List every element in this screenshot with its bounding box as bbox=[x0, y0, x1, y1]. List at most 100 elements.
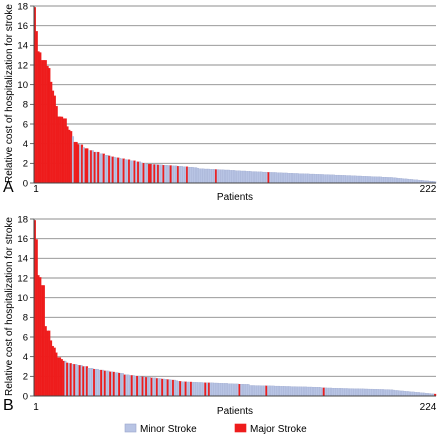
minor-stroke-bar bbox=[379, 176, 382, 184]
minor-stroke-bar bbox=[410, 179, 413, 184]
minor-stroke-bar bbox=[403, 178, 406, 184]
minor-stroke-bar bbox=[159, 378, 162, 397]
minor-stroke-bar bbox=[243, 170, 247, 184]
major-stroke-bar bbox=[50, 340, 53, 397]
minor-stroke-bar bbox=[309, 173, 312, 184]
minor-stroke-bar bbox=[296, 173, 299, 184]
minor-stroke-bar bbox=[67, 363, 71, 397]
major-stroke-bar bbox=[100, 369, 103, 397]
minor-stroke-bar bbox=[281, 386, 284, 397]
y-tick-label: 18 bbox=[17, 1, 28, 12]
minor-stroke-bar bbox=[182, 166, 185, 184]
major-stroke-bar bbox=[44, 60, 47, 184]
minor-stroke-bar bbox=[202, 168, 205, 184]
minor-stroke-bar bbox=[251, 171, 254, 184]
major-stroke-bar bbox=[265, 385, 268, 397]
minor-stroke-bar bbox=[209, 169, 212, 184]
minor-stroke-bar bbox=[281, 172, 285, 184]
minor-stroke-bar bbox=[392, 389, 395, 397]
minor-stroke-bar bbox=[84, 366, 87, 397]
minor-stroke-bar bbox=[245, 384, 248, 397]
minor-stroke-bar bbox=[377, 176, 381, 184]
minor-stroke-bar bbox=[338, 388, 342, 397]
x-start-label: 1 bbox=[33, 184, 39, 195]
minor-stroke-bar bbox=[390, 177, 393, 184]
minor-stroke-bar bbox=[139, 376, 142, 397]
major-stroke-bar bbox=[172, 379, 175, 397]
y-tick-label: 6 bbox=[23, 119, 28, 130]
minor-stroke-bar bbox=[224, 169, 227, 184]
minor-stroke-bar bbox=[211, 169, 214, 184]
minor-stroke-bar bbox=[233, 383, 236, 397]
minor-stroke-bar bbox=[303, 173, 306, 184]
minor-stroke-bar bbox=[405, 391, 408, 397]
major-stroke-bar bbox=[133, 160, 136, 184]
minor-stroke-bar bbox=[405, 178, 408, 184]
minor-stroke-bar bbox=[132, 375, 135, 397]
minor-stroke-bar bbox=[300, 173, 303, 184]
major-stroke-bar bbox=[137, 161, 140, 184]
y-tick-label: 18 bbox=[17, 214, 28, 225]
y-tick-label: 8 bbox=[23, 313, 28, 324]
minor-stroke-bar bbox=[129, 160, 132, 184]
x-axis-label: Patients bbox=[217, 192, 253, 203]
chart-panel-b: 0 2 4 6 8 10 12 14 16 18 1 224 Patients Relative cost… bbox=[3, 214, 437, 417]
minor-stroke-bar bbox=[403, 390, 406, 397]
legend-swatch-major bbox=[234, 423, 247, 433]
minor-stroke-bar bbox=[321, 387, 324, 397]
minor-stroke-bar bbox=[178, 166, 181, 184]
minor-stroke-bar bbox=[120, 158, 123, 184]
minor-stroke-bar bbox=[227, 169, 230, 184]
major-stroke-bar bbox=[73, 364, 76, 397]
major-stroke-bar bbox=[86, 148, 89, 184]
panel-letter: B bbox=[3, 397, 14, 414]
minor-stroke-bar bbox=[213, 169, 216, 184]
major-stroke-bar bbox=[61, 116, 64, 184]
minor-stroke-bar bbox=[213, 382, 216, 397]
minor-stroke-bar bbox=[318, 174, 321, 184]
minor-stroke-bar bbox=[252, 385, 255, 397]
minor-stroke-bar bbox=[202, 382, 205, 397]
minor-stroke-bar bbox=[341, 175, 344, 184]
major-stroke-bar bbox=[93, 151, 96, 184]
major-stroke-bar bbox=[59, 357, 62, 397]
major-stroke-bar bbox=[142, 163, 145, 184]
major-stroke-bar bbox=[108, 155, 111, 184]
minor-stroke-bar bbox=[367, 176, 370, 184]
major-stroke-bar bbox=[207, 382, 211, 397]
minor-stroke-bar bbox=[252, 171, 256, 184]
minor-stroke-bar bbox=[360, 388, 363, 397]
minor-stroke-bar bbox=[144, 163, 147, 184]
y-tick-label: 16 bbox=[17, 234, 28, 245]
minor-stroke-bar bbox=[368, 176, 371, 184]
minor-stroke-bar bbox=[342, 388, 345, 397]
x-end-label: 222 bbox=[420, 184, 437, 195]
major-stroke-bar bbox=[204, 382, 207, 397]
minor-stroke-bar bbox=[272, 385, 275, 397]
minor-stroke-bar bbox=[279, 386, 282, 397]
minor-stroke-bar bbox=[354, 175, 357, 184]
minor-stroke-bar bbox=[271, 172, 274, 184]
minor-stroke-bar bbox=[114, 372, 117, 397]
minor-stroke-bar bbox=[278, 172, 281, 184]
minor-stroke-bar bbox=[335, 387, 338, 397]
major-stroke-bar bbox=[35, 239, 38, 397]
minor-stroke-bar bbox=[359, 175, 362, 184]
minor-stroke-bar bbox=[261, 385, 264, 397]
minor-stroke-bar bbox=[240, 170, 243, 184]
minor-stroke-bar bbox=[236, 170, 239, 184]
minor-stroke-bar bbox=[396, 177, 399, 184]
minor-stroke-bar bbox=[260, 171, 263, 184]
minor-stroke-bar bbox=[272, 172, 276, 184]
minor-stroke-bar bbox=[349, 388, 352, 397]
minor-stroke-bar bbox=[124, 159, 127, 184]
y-tick-label: 0 bbox=[23, 178, 28, 189]
major-stroke-bar bbox=[122, 158, 125, 184]
minor-stroke-bar bbox=[352, 175, 355, 184]
major-stroke-bar bbox=[136, 375, 139, 397]
major-stroke-bar bbox=[59, 116, 62, 184]
minor-stroke-bar bbox=[308, 386, 311, 397]
minor-stroke-bar bbox=[218, 383, 221, 397]
minor-stroke-bar bbox=[131, 160, 134, 184]
y-tick-label: 6 bbox=[23, 332, 28, 343]
